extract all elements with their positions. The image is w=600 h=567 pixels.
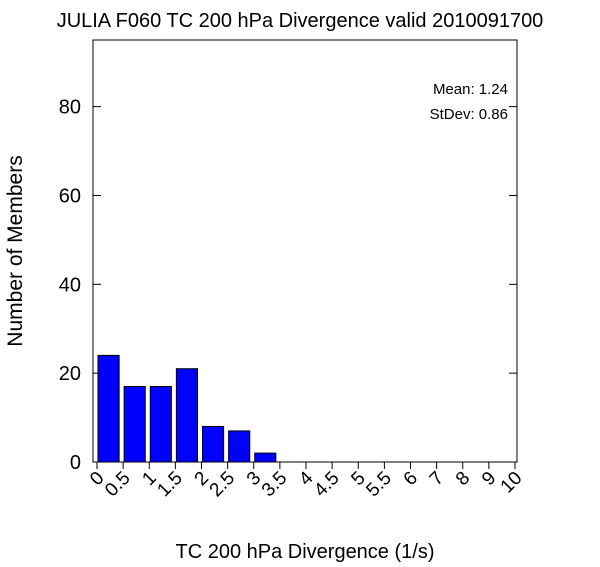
y-tick-label: 40 bbox=[59, 274, 81, 296]
y-tick-label: 60 bbox=[59, 185, 81, 207]
bar-0 bbox=[97, 354, 120, 463]
y-axis-ticks: 0 20 40 60 80 bbox=[59, 97, 517, 474]
bar-2.5 bbox=[228, 430, 251, 463]
bar-2 bbox=[202, 425, 225, 463]
x-tick-label: 5.5 bbox=[362, 468, 396, 502]
chart-title: JULIA F060 TC 200 hPa Divergence valid 2… bbox=[57, 10, 544, 32]
x-tick-label: 8 bbox=[452, 468, 474, 490]
x-axis-ticks: 00.5 11.5 22.5 33.5 44.5 55.5 6 7 8 910 bbox=[86, 462, 527, 502]
bar-1.5 bbox=[175, 368, 198, 463]
x-tick-label: 4.5 bbox=[310, 468, 344, 502]
x-axis-label: TC 200 hPa Divergence (1/s) bbox=[175, 541, 434, 563]
y-tick-label: 20 bbox=[59, 363, 81, 385]
x-tick-label: 1.5 bbox=[153, 468, 187, 502]
plot-frame bbox=[92, 39, 518, 463]
x-tick-label: 6 bbox=[400, 468, 422, 490]
bars-group bbox=[97, 354, 277, 463]
x-tick-label: 10 bbox=[497, 468, 527, 498]
x-tick-label: 2.5 bbox=[206, 468, 240, 502]
stdev-annotation: StDev: 0.86 bbox=[430, 106, 508, 123]
bar-1 bbox=[149, 385, 172, 463]
x-tick-label: 3.5 bbox=[258, 468, 292, 502]
y-tick-label: 0 bbox=[70, 452, 81, 474]
x-tick-label: 7 bbox=[426, 468, 448, 490]
x-tick-label: 0.5 bbox=[101, 468, 135, 502]
bar-3 bbox=[254, 452, 277, 463]
mean-annotation: Mean: 1.24 bbox=[433, 81, 508, 98]
y-axis-label: Number of Members bbox=[4, 155, 27, 346]
x-tick-label: 9 bbox=[478, 468, 500, 490]
bar-0.5 bbox=[123, 385, 146, 463]
y-tick-label: 80 bbox=[59, 97, 81, 119]
